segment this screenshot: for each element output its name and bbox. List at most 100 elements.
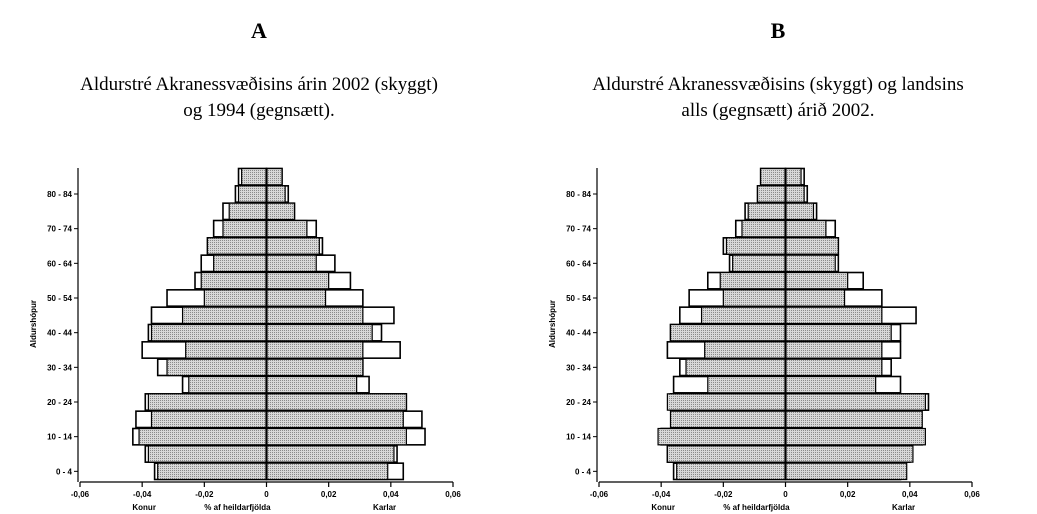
x-tick-label: 0,02	[321, 490, 337, 499]
chart-title-line-2: og 1994 (gegnsætt).	[183, 100, 335, 121]
panel-letter: A	[251, 18, 267, 43]
shaded-bar-women	[213, 254, 268, 273]
shaded-bar-men	[265, 202, 296, 221]
shaded-bar-women	[166, 358, 268, 377]
x-tick-label: 0,04	[902, 490, 918, 499]
shaded-bar-men	[784, 271, 849, 290]
shaded-bar-men	[784, 393, 926, 411]
shaded-bar-men	[265, 445, 395, 463]
y-tick-label: 30 - 34	[47, 363, 72, 372]
x-tick-label: -0,02	[195, 490, 214, 499]
x-axis-label: % af heildarfjölda	[204, 503, 271, 512]
x-tick-label: 0,04	[383, 490, 399, 499]
y-tick-label: 10 - 14	[47, 433, 72, 442]
shaded-bar-women	[707, 375, 787, 394]
shaded-bar-men	[265, 358, 364, 377]
panel-b: B Aldurstré Akranessvæðisins (skyggt) og…	[519, 0, 1037, 514]
shaded-bar-women	[150, 323, 268, 342]
chart-title-line-1: Aldurstré Akranessvæðisins árin 2002 (sk…	[80, 74, 438, 95]
shaded-bar-men	[265, 289, 327, 307]
shaded-bar-women	[206, 237, 268, 255]
women-label: Konur	[132, 503, 156, 512]
shaded-bar-women	[741, 219, 787, 238]
shaded-bar-men	[784, 237, 839, 255]
shaded-bar-men	[265, 237, 320, 255]
shaded-bar-women	[657, 427, 787, 446]
x-tick-label: -0,04	[133, 490, 152, 499]
population-pyramid-b: -0,06 -0,04 -0,02 0 0,02 0,04 0,06 80 - 84 70 - …	[548, 167, 980, 512]
shaded-bar-men	[784, 427, 926, 446]
chart-title-line-1: Aldurstré Akranessvæðisins (skyggt) og l…	[592, 74, 964, 95]
x-tick-label: 0,06	[445, 490, 461, 499]
shaded-bar-women	[676, 462, 787, 481]
shaded-bar-men	[784, 219, 827, 238]
shaded-bar-men	[265, 393, 407, 411]
y-axis-label: Aldurshópur	[548, 300, 557, 348]
shaded-bar-men	[784, 323, 892, 342]
y-tick-label: 50 - 54	[566, 294, 591, 303]
x-tick-label: -0,06	[590, 490, 609, 499]
shaded-bar-men	[784, 254, 836, 273]
shaded-bar-men	[784, 202, 815, 221]
y-tick-label: 10 - 14	[566, 433, 591, 442]
shaded-bar-men	[784, 185, 805, 203]
y-tick-label: 0 - 4	[56, 467, 73, 476]
men-label: Karlar	[373, 503, 396, 512]
shaded-bar-men	[784, 375, 877, 394]
shaded-bar-women	[157, 462, 268, 481]
y-tick-label: 0 - 4	[575, 467, 592, 476]
shaded-bar-women	[760, 167, 787, 186]
shaded-bar-women	[756, 185, 787, 203]
shaded-bar-men	[784, 445, 914, 463]
shaded-bar-men	[784, 358, 883, 377]
shaded-bar-women	[700, 306, 787, 325]
shaded-bar-men	[265, 341, 364, 359]
shaded-bar-women	[725, 237, 787, 255]
x-tick-label: 0,06	[964, 490, 980, 499]
x-tick-label: -0,02	[714, 490, 733, 499]
x-axis-label: % af heildarfjölda	[723, 503, 790, 512]
shaded-bar-women	[732, 254, 787, 273]
shaded-bar-men	[265, 410, 404, 429]
shaded-bar-women	[666, 445, 787, 463]
chart-title-line-2: alls (gegnsætt) árið 2002.	[681, 100, 875, 121]
shaded-bar-women	[685, 358, 787, 377]
panel-letter: B	[770, 18, 786, 43]
shaded-bar-men	[265, 219, 308, 238]
x-tick-label: 0	[264, 490, 269, 499]
y-tick-label: 40 - 44	[566, 329, 591, 338]
x-tick-label: 0	[783, 490, 788, 499]
shaded-bar-women	[222, 219, 268, 238]
shaded-bar-women	[200, 271, 268, 290]
shaded-bar-women	[669, 323, 787, 342]
y-axis-label: Aldurshópur	[29, 300, 38, 348]
shaded-bar-men	[265, 271, 330, 290]
shaded-bar-men	[265, 167, 283, 186]
shaded-bar-women	[241, 167, 268, 186]
shaded-bar-women	[147, 393, 268, 411]
men-label: Karlar	[892, 503, 915, 512]
y-tick-label: 60 - 64	[47, 259, 72, 268]
shaded-bar-men	[784, 167, 802, 186]
panel-a: A Aldurstré Akranessvæðisins árin 2002 (…	[0, 0, 518, 514]
shaded-bar-women	[188, 375, 268, 394]
y-tick-label: 60 - 64	[566, 259, 591, 268]
shaded-bar-women	[747, 202, 787, 221]
shaded-bar-women	[719, 271, 787, 290]
y-tick-label: 70 - 74	[47, 225, 72, 234]
shaded-bar-women	[669, 410, 787, 429]
y-tick-label: 40 - 44	[47, 329, 72, 338]
shaded-bar-women	[666, 393, 787, 411]
shaded-bar-men	[265, 254, 317, 273]
women-label: Konur	[651, 503, 675, 512]
shaded-bar-men	[265, 185, 286, 203]
y-tick-label: 20 - 24	[47, 398, 72, 407]
y-tick-label: 20 - 24	[566, 398, 591, 407]
y-tick-label: 80 - 84	[47, 190, 72, 199]
shaded-bar-women	[722, 289, 787, 307]
chart-title: Aldurstré Akranessvæðisins (skyggt) og l…	[519, 72, 1037, 124]
x-tick-label: 0,02	[840, 490, 856, 499]
shaded-bar-men	[265, 306, 364, 325]
shaded-bar-men	[784, 289, 846, 307]
shaded-bar-women	[228, 202, 268, 221]
